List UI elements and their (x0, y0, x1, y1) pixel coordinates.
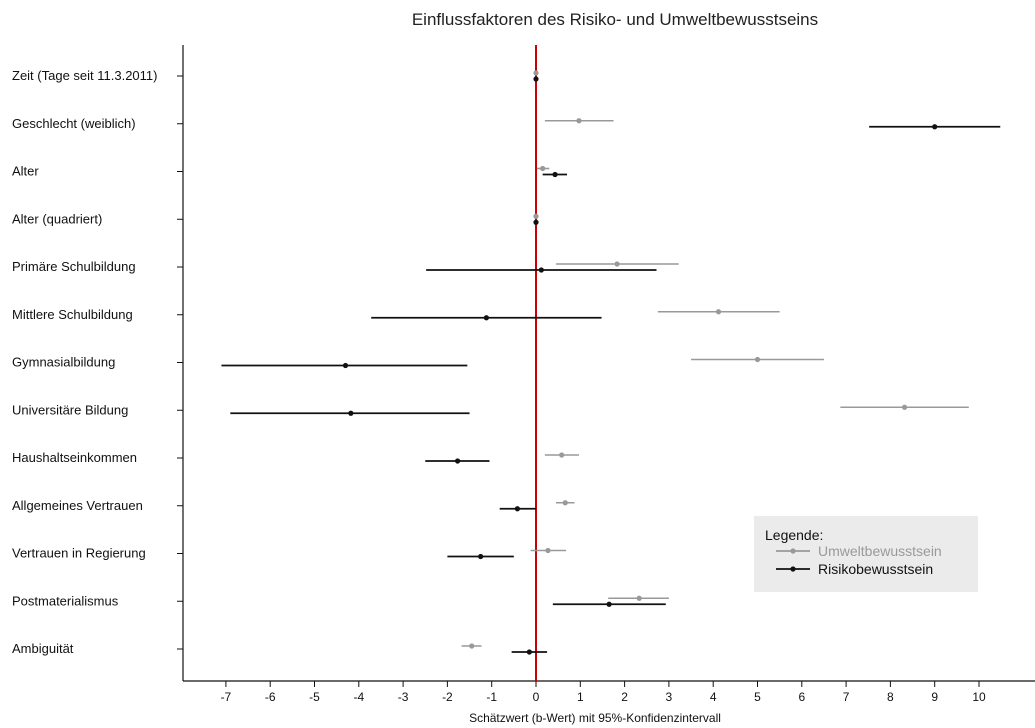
x-tick-label: 1 (577, 690, 584, 704)
estimate-point (478, 553, 484, 560)
x-tick-label: -1 (486, 690, 497, 704)
legend: Legende: Umweltbewusstsein Risikobewussts… (754, 516, 978, 592)
x-tick-label: 6 (798, 690, 805, 704)
x-tick-label: -7 (221, 690, 232, 704)
x-axis-label: Schätzwert (b-Wert) mit 95%-Konfidenzint… (469, 711, 721, 725)
x-tick-label: 8 (887, 690, 894, 704)
x-tick-label: 7 (843, 690, 850, 704)
category-label: Alter (quadriert) (12, 211, 102, 226)
estimate-point (552, 171, 558, 178)
estimate-point (533, 219, 539, 225)
legend-point (790, 566, 796, 572)
category-label: Universitäre Bildung (12, 402, 128, 417)
estimate-point (614, 261, 620, 267)
estimate-point (715, 309, 722, 315)
x-tick-label: -4 (353, 690, 364, 704)
legend-label: Umweltbewusstsein (818, 543, 942, 559)
x-tick-label: -2 (442, 690, 453, 704)
category-label: Geschlecht (weiblich) (12, 116, 136, 131)
x-tick-label: 4 (710, 690, 717, 704)
estimate-point (526, 649, 532, 655)
category-label: Postmaterialismus (12, 593, 119, 608)
estimate-point (901, 404, 908, 410)
category-label: Primäre Schulbildung (12, 259, 136, 274)
category-label: Zeit (Tage seit 11.3.2011) (12, 68, 158, 83)
estimate-point (562, 500, 568, 506)
chart-title: Einflussfaktoren des Risiko- und Umweltb… (412, 10, 818, 29)
legend-label: Risikobewusstsein (818, 561, 933, 577)
estimate-point (342, 362, 349, 369)
category-labels: Zeit (Tage seit 11.3.2011) Geschlecht (we… (12, 68, 183, 656)
estimate-point (754, 356, 761, 363)
category-label: Mittlere Schulbildung (12, 307, 133, 322)
x-tick-label: 0 (533, 690, 540, 704)
estimate-point (533, 76, 539, 82)
x-tick-label: 2 (621, 690, 628, 704)
estimate-marks (221, 70, 1001, 655)
x-tick-label: -5 (309, 690, 320, 704)
x-tick-label: 3 (666, 690, 673, 704)
legend-box (754, 516, 978, 592)
category-label: Gymnasialbildung (12, 355, 115, 370)
category-label: Allgemeines Vertrauen (12, 498, 143, 513)
legend-title: Legende: (765, 527, 823, 543)
category-label: Alter (12, 164, 39, 179)
x-tick-label: 10 (972, 690, 986, 704)
category-label: Vertrauen in Regierung (12, 546, 146, 561)
estimate-point (559, 452, 565, 458)
x-tick-label: -3 (398, 690, 409, 704)
estimate-point (454, 458, 461, 464)
estimate-point (545, 547, 551, 554)
estimate-point (606, 601, 612, 607)
x-ticks: -7 -6 -5 -4 -3 -2 -1 0 1 2 3 4 5 6 7 8 9 10 (221, 681, 986, 704)
estimate-point (576, 118, 582, 124)
estimate-point (514, 506, 520, 512)
estimate-point (932, 124, 938, 130)
legend-point (790, 548, 796, 554)
estimate-point (533, 213, 539, 219)
category-label: Ambiguität (12, 641, 74, 656)
x-tick-label: 5 (754, 690, 761, 704)
x-tick-label: 9 (931, 690, 938, 704)
estimate-point (636, 595, 642, 601)
category-label: Haushaltseinkommen (12, 450, 137, 465)
x-tick-label: -6 (265, 690, 276, 704)
estimate-point (469, 643, 475, 649)
estimate-point (540, 165, 546, 172)
estimate-point (533, 70, 539, 76)
estimate-point (538, 267, 544, 273)
estimate-point (348, 410, 354, 416)
estimate-point (483, 315, 489, 321)
